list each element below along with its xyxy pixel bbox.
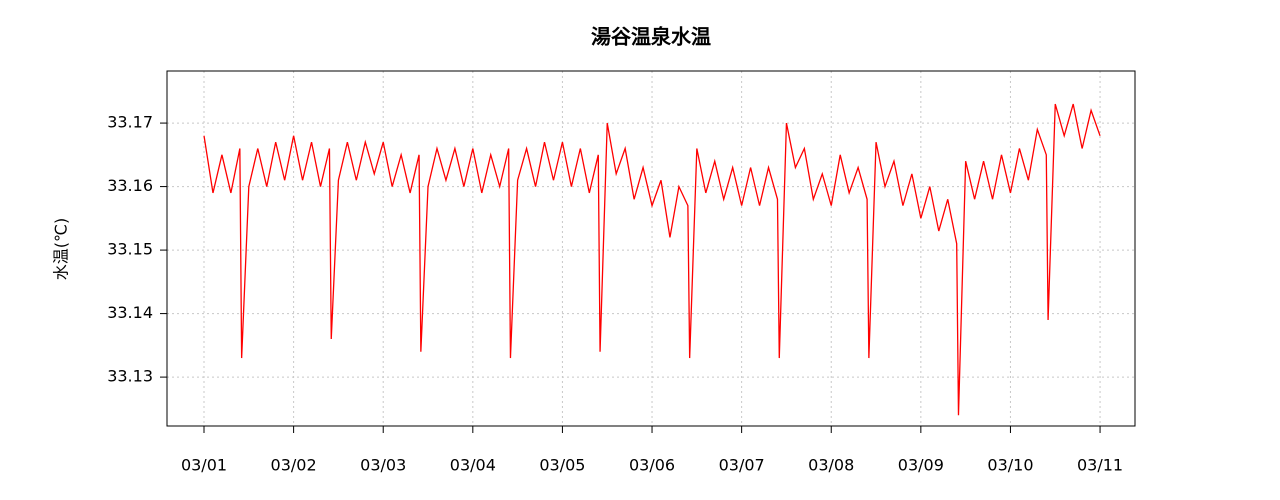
x-tick-label: 03/06	[629, 456, 675, 475]
x-tick-label: 03/01	[181, 456, 227, 475]
x-tick-label: 03/08	[808, 456, 854, 475]
y-tick-label: 33.17	[107, 113, 153, 132]
chart-title: 湯谷温泉水温	[591, 25, 711, 49]
x-tick-label: 03/10	[987, 456, 1033, 475]
y-tick-label: 33.16	[107, 176, 153, 195]
x-tick-label: 03/05	[539, 456, 585, 475]
x-tick-label: 03/02	[271, 456, 317, 475]
x-tick-label: 03/07	[719, 456, 765, 475]
y-tick-label: 33.15	[107, 240, 153, 259]
y-tick-label: 33.13	[107, 367, 153, 386]
y-axis-label: 水温(℃)	[52, 218, 71, 280]
x-tick-label: 03/03	[360, 456, 406, 475]
y-tick-label: 33.14	[107, 303, 153, 322]
data-line	[203, 103, 1101, 416]
x-tick-label: 03/04	[450, 456, 496, 475]
x-tick-label: 03/09	[898, 456, 944, 475]
x-tick-label: 03/11	[1077, 456, 1123, 475]
plot-frame	[166, 70, 1136, 427]
